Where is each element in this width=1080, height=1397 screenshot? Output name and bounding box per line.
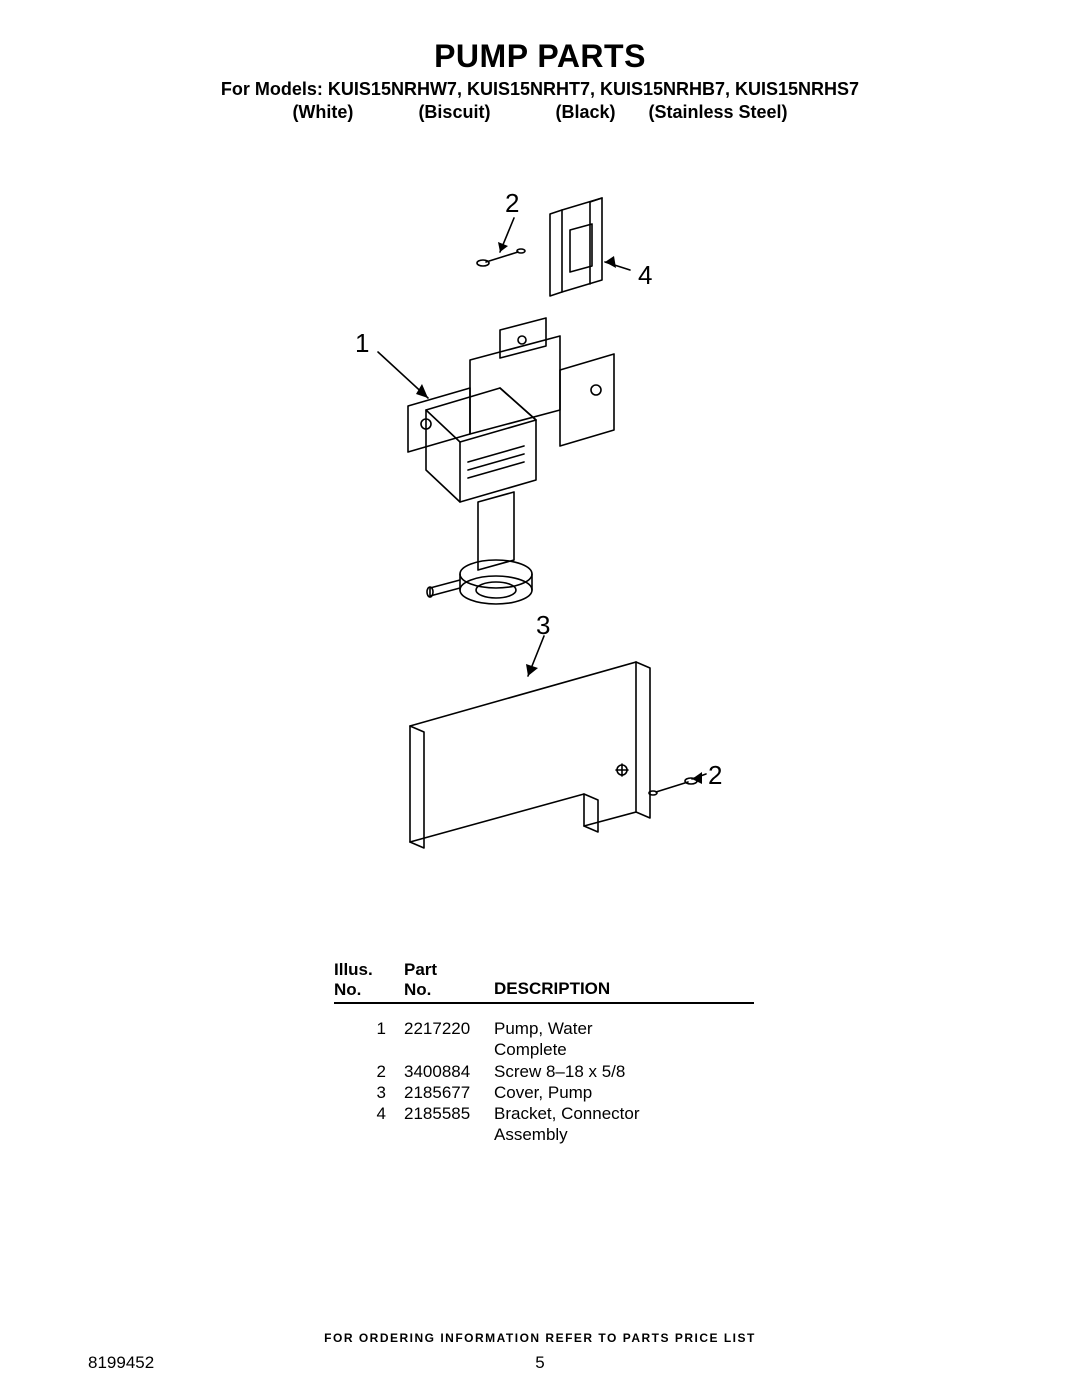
page-number: 5 — [0, 1353, 1080, 1373]
callout-3: 3 — [536, 610, 550, 641]
models-list: KUIS15NRHW7, KUIS15NRHT7, KUIS15NRHB7, K… — [328, 79, 859, 99]
cell-desc: Screw 8–18 x 5/8 — [494, 1061, 754, 1082]
th-illus: Illus. No. — [334, 960, 404, 1000]
page-header: PUMP PARTS For Models: KUIS15NRHW7, KUIS… — [0, 0, 1080, 123]
table-row: 2 3400884 Screw 8–18 x 5/8 — [334, 1061, 754, 1082]
page-title: PUMP PARTS — [0, 38, 1080, 75]
cell-illus: 1 — [334, 1018, 404, 1039]
cell-illus: 3 — [334, 1082, 404, 1103]
parts-table: Illus. No. Part No. DESCRIPTION 1 221722… — [334, 960, 754, 1146]
th-desc: DESCRIPTION — [494, 960, 754, 1000]
cell-part: 2217220 — [404, 1018, 494, 1039]
cell-illus: 2 — [334, 1061, 404, 1082]
models-prefix: For Models: — [221, 79, 328, 99]
cell-desc: Cover, Pump — [494, 1082, 754, 1103]
cell-part: 2185585 — [404, 1103, 494, 1124]
table-body: 1 2217220 Pump, Water Complete 2 3400884… — [334, 1018, 754, 1146]
callout-1: 1 — [355, 328, 369, 359]
exploded-diagram: 2 4 1 3 2 — [300, 170, 820, 930]
footer-note: FOR ORDERING INFORMATION REFER TO PARTS … — [0, 1331, 1080, 1345]
callout-2b: 2 — [708, 760, 722, 791]
part-bracket — [550, 198, 602, 296]
cell-illus: 4 — [334, 1103, 404, 1124]
callout-2a: 2 — [505, 188, 519, 219]
table-row: 4 2185585 Bracket, Connector Assembly — [334, 1103, 754, 1146]
cell-desc: Pump, Water Complete — [494, 1018, 754, 1061]
part-pump — [408, 318, 614, 604]
color-steel: (Stainless Steel) — [649, 102, 788, 123]
callout-4: 4 — [638, 260, 652, 291]
cell-part: 3400884 — [404, 1061, 494, 1082]
th-part: Part No. — [404, 960, 494, 1000]
table-header-row: Illus. No. Part No. DESCRIPTION — [334, 960, 754, 1004]
table-row: 1 2217220 Pump, Water Complete — [334, 1018, 754, 1061]
color-white: (White) — [292, 102, 353, 123]
models-line: For Models: KUIS15NRHW7, KUIS15NRHT7, KU… — [0, 79, 1080, 100]
color-biscuit: (Biscuit) — [418, 102, 490, 123]
table-row: 3 2185677 Cover, Pump — [334, 1082, 754, 1103]
colors-line: (White) (Biscuit) (Black) (Stainless Ste… — [0, 102, 1080, 123]
part-screw-bottom — [649, 778, 697, 795]
diagram-svg — [300, 170, 820, 930]
part-cover — [410, 662, 650, 848]
cell-part: 2185677 — [404, 1082, 494, 1103]
color-black: (Black) — [555, 102, 615, 123]
cell-desc: Bracket, Connector Assembly — [494, 1103, 754, 1146]
